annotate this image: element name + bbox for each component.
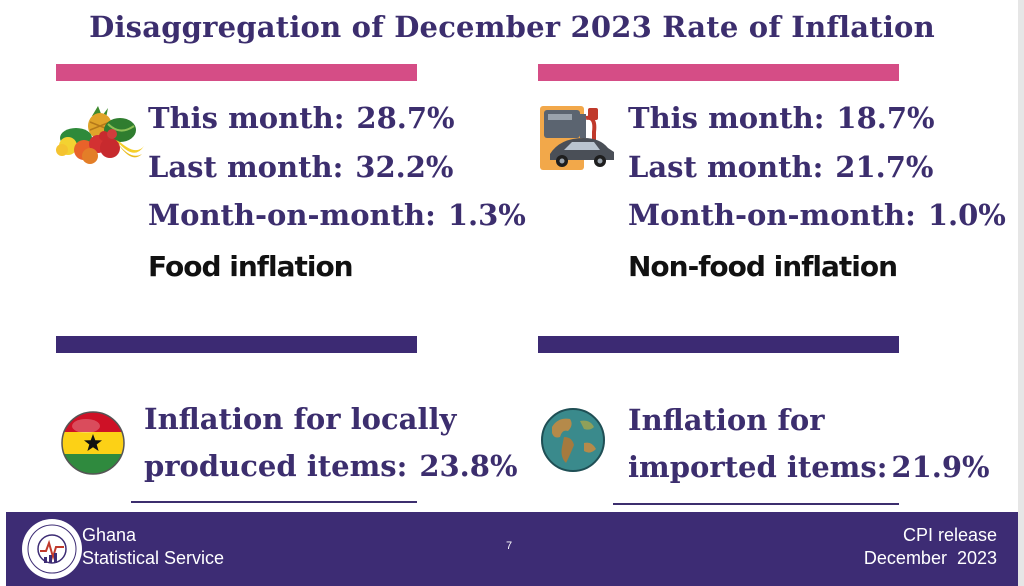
local-inflation-value: 23.8% [419, 449, 518, 483]
nonfood-month-on-month: Month-on-month: 1.0% [628, 198, 1006, 232]
food-divider-bar [56, 336, 417, 353]
local-underline [131, 501, 417, 503]
food-this-month-value: 28.7% [356, 101, 455, 135]
food-mom-label: Month-on-month: [148, 198, 436, 232]
footer-bar: Ghana Statistical Service 7 CPI release … [6, 512, 1018, 586]
nonfood-mom-value: 1.0% [927, 198, 1006, 232]
food-mom-value: 1.3% [447, 198, 526, 232]
footer-org-line1: Ghana [82, 525, 137, 545]
nonfood-last-month: Last month: 21.7% [628, 150, 933, 184]
food-top-bar [56, 64, 417, 81]
nonfood-this-month: This month: 18.7% [628, 101, 935, 135]
food-month-on-month: Month-on-month: 1.3% [148, 198, 526, 232]
fuel-pump-car-icon [540, 106, 614, 170]
nonfood-inflation-heading: Non-food inflation [628, 250, 898, 283]
food-last-month: Last month: 32.2% [148, 150, 453, 184]
globe-icon [541, 408, 605, 472]
footer-org: Ghana Statistical Service [82, 524, 224, 570]
footer-org-line2: Statistical Service [82, 548, 225, 568]
imported-inflation-label: imported items: [628, 450, 888, 484]
food-last-month-value: 32.2% [355, 150, 454, 184]
ghana-flag-icon [61, 411, 125, 475]
footer-release: CPI release December 2023 [864, 524, 997, 570]
imported-underline [613, 503, 899, 505]
nonfood-top-bar [538, 64, 899, 81]
nonfood-mom-label: Month-on-month: [628, 198, 916, 232]
food-this-month: This month: 28.7% [148, 101, 455, 135]
imported-inflation-line2: imported items: 21.9% [628, 450, 990, 484]
nonfood-this-month-value: 18.7% [836, 101, 935, 135]
food-this-month-label: This month: [148, 101, 345, 135]
nonfood-divider-bar [538, 336, 899, 353]
local-inflation-label: produced items: [144, 449, 408, 483]
slide-title: Disaggregation of December 2023 Rate of … [89, 10, 935, 44]
food-inflation-heading: Food inflation [148, 250, 354, 283]
food-last-month-label: Last month: [148, 150, 344, 184]
footer-release-line1: CPI release [902, 525, 997, 545]
imported-inflation-value: 21.9% [891, 450, 990, 484]
footer-release-line2: December 2023 [863, 548, 997, 568]
page-number: 7 [506, 540, 513, 552]
nonfood-last-month-label: Last month: [628, 150, 824, 184]
nonfood-last-month-value: 21.7% [835, 150, 934, 184]
gss-logo-icon [22, 519, 82, 579]
local-inflation-line2: produced items: 23.8% [144, 449, 518, 483]
fruit-basket-icon [56, 106, 144, 164]
nonfood-this-month-label: This month: [628, 101, 825, 135]
slide-edge [1018, 0, 1024, 586]
imported-inflation-line1: Inflation for [628, 403, 825, 437]
local-inflation-line1: Inflation for locally [144, 402, 457, 436]
